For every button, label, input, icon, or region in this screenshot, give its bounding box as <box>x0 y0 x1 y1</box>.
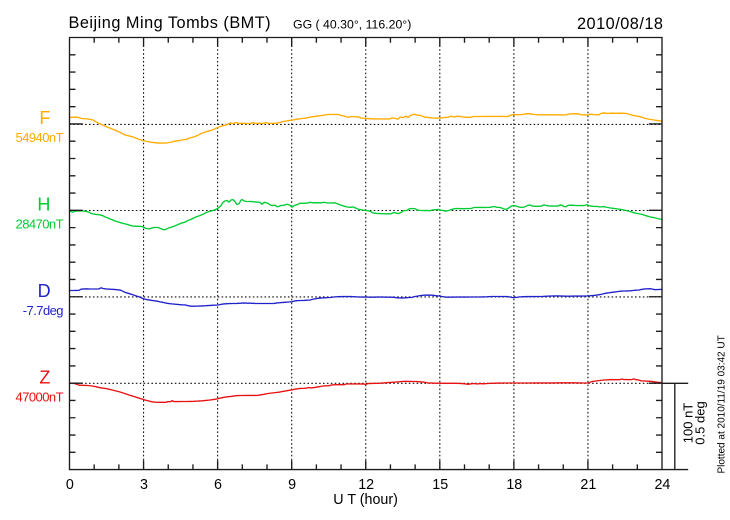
svg-text:12: 12 <box>358 477 374 493</box>
svg-text:D: D <box>38 281 51 301</box>
svg-text:U T (hour): U T (hour) <box>333 492 398 508</box>
svg-text:9: 9 <box>288 477 296 493</box>
svg-text:Beijing Ming Tombs (BMT): Beijing Ming Tombs (BMT) <box>69 14 272 32</box>
svg-text:Plotted at 2010/11/19 03:42 UT: Plotted at 2010/11/19 03:42 UT <box>717 335 728 473</box>
svg-text:24: 24 <box>654 477 670 493</box>
svg-text:3: 3 <box>140 477 148 493</box>
svg-text:21: 21 <box>580 477 596 493</box>
svg-text:18: 18 <box>506 477 522 493</box>
svg-text:28470nT: 28470nT <box>16 216 64 231</box>
svg-text:54940nT: 54940nT <box>16 130 64 145</box>
svg-text:100 nT: 100 nT <box>681 403 696 444</box>
svg-text:2010/08/18: 2010/08/18 <box>577 15 664 33</box>
svg-text:H: H <box>37 195 50 215</box>
svg-text:15: 15 <box>432 477 448 493</box>
svg-text:6: 6 <box>214 477 222 493</box>
svg-text:GG ( 40.30°, 116.20°): GG ( 40.30°, 116.20°) <box>293 18 411 32</box>
svg-text:-7.7deg: -7.7deg <box>23 303 64 318</box>
svg-text:Z: Z <box>39 367 50 387</box>
svg-text:0: 0 <box>66 477 74 493</box>
svg-text:0.5 deg: 0.5 deg <box>693 401 708 444</box>
svg-text:47000nT: 47000nT <box>16 389 64 404</box>
svg-text:F: F <box>39 108 50 128</box>
